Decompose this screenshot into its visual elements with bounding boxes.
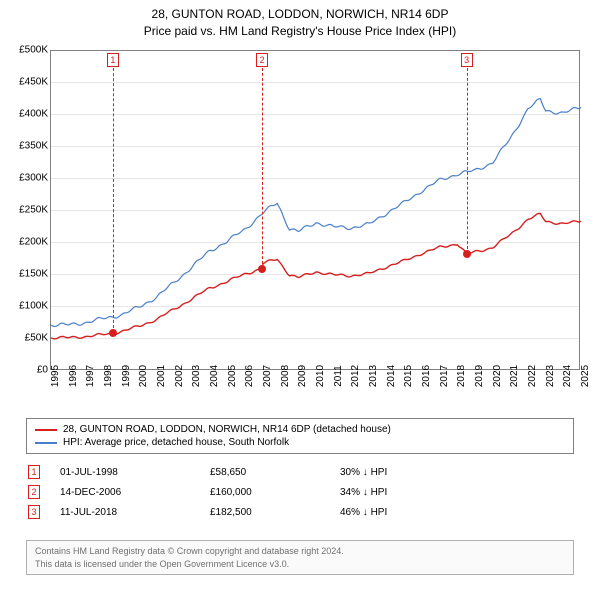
title-line-2: Price paid vs. HM Land Registry's House …	[0, 23, 600, 40]
xtick-label: 2001	[156, 365, 167, 387]
xtick-label: 2006	[244, 365, 255, 387]
ytick-label: £450K	[0, 77, 48, 88]
chart-title: 28, GUNTON ROAD, LODDON, NORWICH, NR14 6…	[0, 0, 600, 40]
line-series	[51, 51, 581, 371]
xtick-label: 2003	[191, 365, 202, 387]
xtick-label: 2004	[209, 365, 220, 387]
sale-dashed-line	[467, 63, 468, 254]
xtick-label: 2020	[492, 365, 503, 387]
ytick-label: £50K	[0, 333, 48, 344]
xtick-label: 2013	[368, 365, 379, 387]
xtick-label: 2008	[280, 365, 291, 387]
ytick-label: £350K	[0, 141, 48, 152]
sale-marker-2: 2	[256, 53, 268, 67]
sale-row-marker: 2	[28, 485, 40, 499]
xtick-label: 2015	[403, 365, 414, 387]
xtick-label: 2009	[297, 365, 308, 387]
sale-point-3	[463, 250, 471, 258]
sale-price: £160,000	[210, 487, 340, 498]
xtick-label: 2005	[227, 365, 238, 387]
xtick-label: 1999	[121, 365, 132, 387]
legend: 28, GUNTON ROAD, LODDON, NORWICH, NR14 6…	[26, 418, 574, 454]
xtick-label: 1998	[103, 365, 114, 387]
legend-label-hpi: HPI: Average price, detached house, Sout…	[63, 437, 289, 448]
series-price_paid	[51, 214, 581, 339]
legend-label-price-paid: 28, GUNTON ROAD, LODDON, NORWICH, NR14 6…	[63, 424, 391, 435]
sale-date: 14-DEC-2006	[60, 487, 210, 498]
ytick-label: £100K	[0, 301, 48, 312]
sale-price: £182,500	[210, 507, 340, 518]
sales-table: 1 01-JUL-1998£58,65030% ↓ HPI 2 14-DEC-2006…	[26, 462, 574, 522]
sale-diff: 30% ↓ HPI	[340, 467, 440, 478]
xtick-label: 2022	[527, 365, 538, 387]
legend-swatch-price-paid	[35, 429, 57, 431]
sale-diff: 34% ↓ HPI	[340, 487, 440, 498]
title-line-1: 28, GUNTON ROAD, LODDON, NORWICH, NR14 6…	[0, 6, 600, 23]
xtick-label: 2007	[262, 365, 273, 387]
xtick-label: 2016	[421, 365, 432, 387]
ytick-label: £150K	[0, 269, 48, 280]
xtick-label: 2012	[350, 365, 361, 387]
footer-line-1: Contains HM Land Registry data © Crown c…	[35, 545, 565, 558]
xtick-label: 2017	[439, 365, 450, 387]
legend-item-hpi: HPI: Average price, detached house, Sout…	[35, 436, 565, 449]
sale-price: £58,650	[210, 467, 340, 478]
xtick-label: 2019	[474, 365, 485, 387]
ytick-label: £500K	[0, 45, 48, 56]
plot-area: 1 2 3	[50, 50, 580, 370]
sale-marker-1: 1	[107, 53, 119, 67]
xtick-label: 1995	[50, 365, 61, 387]
ytick-label: £400K	[0, 109, 48, 120]
sale-date: 11-JUL-2018	[60, 507, 210, 518]
ytick-label: £0	[0, 365, 48, 376]
chart-container: 28, GUNTON ROAD, LODDON, NORWICH, NR14 6…	[0, 0, 600, 590]
sale-point-1	[109, 329, 117, 337]
xtick-label: 2011	[333, 365, 344, 387]
xtick-label: 2023	[545, 365, 556, 387]
legend-swatch-hpi	[35, 442, 57, 444]
sale-row: 1 01-JUL-1998£58,65030% ↓ HPI	[26, 462, 574, 482]
attribution-footer: Contains HM Land Registry data © Crown c…	[26, 540, 574, 575]
sale-marker-3: 3	[461, 53, 473, 67]
series-hpi	[51, 99, 581, 327]
sale-row-marker: 1	[28, 465, 40, 479]
ytick-label: £200K	[0, 237, 48, 248]
sale-dashed-line	[262, 63, 263, 269]
xtick-label: 1997	[85, 365, 96, 387]
sale-date: 01-JUL-1998	[60, 467, 210, 478]
xtick-label: 2014	[386, 365, 397, 387]
xtick-label: 2000	[138, 365, 149, 387]
sale-row-marker: 3	[28, 505, 40, 519]
xtick-label: 2010	[315, 365, 326, 387]
xtick-label: 2021	[509, 365, 520, 387]
xtick-label: 1996	[68, 365, 79, 387]
sale-dashed-line	[113, 63, 114, 333]
footer-line-2: This data is licensed under the Open Gov…	[35, 558, 565, 571]
xtick-label: 2024	[562, 365, 573, 387]
sale-point-2	[258, 265, 266, 273]
ytick-label: £300K	[0, 173, 48, 184]
ytick-label: £250K	[0, 205, 48, 216]
xtick-label: 2025	[580, 365, 591, 387]
xtick-label: 2018	[456, 365, 467, 387]
xtick-label: 2002	[174, 365, 185, 387]
sale-row: 3 11-JUL-2018£182,50046% ↓ HPI	[26, 502, 574, 522]
sale-row: 2 14-DEC-2006£160,00034% ↓ HPI	[26, 482, 574, 502]
legend-item-price-paid: 28, GUNTON ROAD, LODDON, NORWICH, NR14 6…	[35, 423, 565, 436]
sale-diff: 46% ↓ HPI	[340, 507, 440, 518]
